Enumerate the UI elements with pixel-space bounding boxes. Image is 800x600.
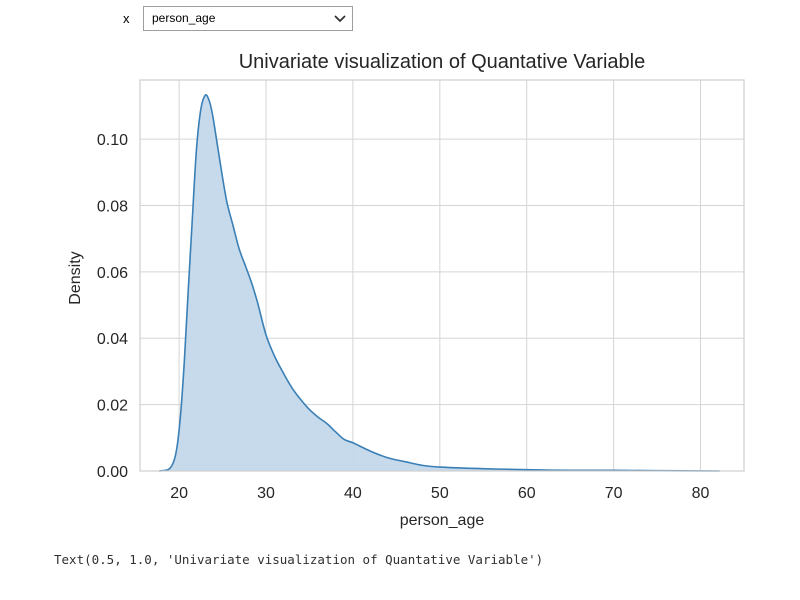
y-tick-label: 0.06: [97, 265, 128, 282]
x-tick-label: 30: [257, 485, 275, 502]
x-tick-label: 60: [518, 485, 536, 502]
kde-chart: 20 30 40 50 60 70 80 0.00 0.02 0.04 0.06 0.08 0.10 U…: [67, 51, 745, 529]
density-line: [158, 93, 720, 472]
x-axis-label: person_age: [400, 512, 485, 529]
x-tick-label: 80: [692, 485, 710, 502]
dropdown-widget: x person_age: [118, 5, 353, 31]
plot-frame: [139, 79, 745, 472]
chevron-down-icon[interactable]: [334, 13, 346, 25]
y-axis-label: Density: [67, 251, 84, 304]
chart-container: 20 30 40 50 60 70 80 0.00 0.02 0.04 0.06 0.08 0.10 U…: [0, 38, 800, 538]
y-tick-label: 0.02: [97, 398, 128, 415]
chart-title: Univariate visualization of Quantative V…: [239, 51, 646, 73]
y-tick-label: 0.00: [97, 464, 128, 481]
tick-labels: 20 30 40 50 60 70 80 0.00 0.02 0.04 0.06 0.08 0.10: [97, 132, 710, 502]
y-tick-label: 0.10: [97, 132, 128, 149]
x-tick-label: 70: [605, 485, 623, 502]
x-tick-label: 40: [344, 485, 362, 502]
dropdown-selected-value: person_age: [152, 11, 216, 25]
variable-dropdown[interactable]: person_age: [143, 5, 353, 31]
y-tick-label: 0.04: [97, 331, 128, 348]
cell-output-text: Text(0.5, 1.0, 'Univariate visualization…: [54, 552, 544, 567]
x-tick-label: 20: [170, 485, 188, 502]
x-tick-label: 50: [431, 485, 449, 502]
y-tick-label: 0.08: [97, 198, 128, 215]
dropdown-label: x: [123, 10, 130, 26]
